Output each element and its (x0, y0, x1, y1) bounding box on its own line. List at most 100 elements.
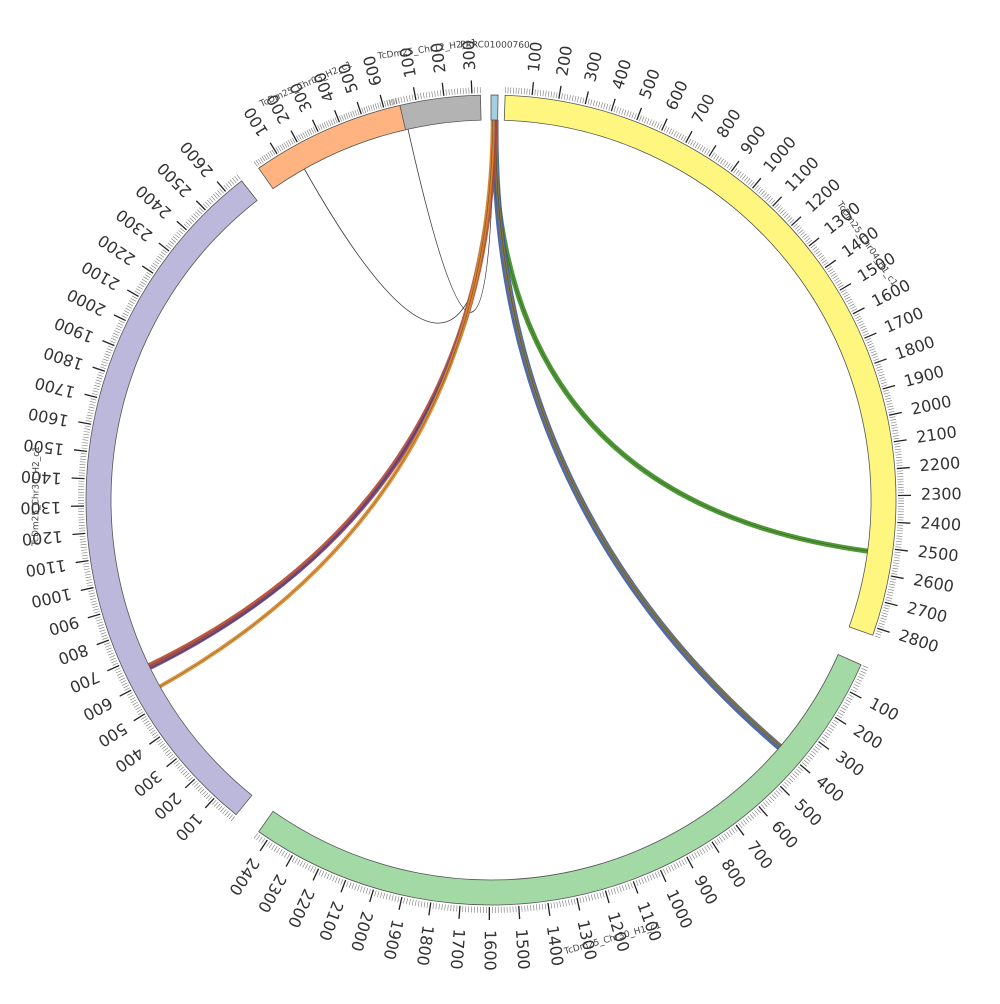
minor-tick (432, 91, 433, 97)
minor-tick (97, 377, 103, 379)
minor-tick (436, 903, 437, 909)
minor-tick (341, 879, 343, 885)
minor-tick (888, 409, 894, 410)
minor-tick (894, 560, 900, 561)
minor-tick (373, 104, 375, 110)
tick-label-chr30h2: 300 (130, 767, 166, 801)
minor-tick (583, 897, 584, 903)
minor-tick (540, 90, 541, 96)
minor-tick (642, 878, 644, 884)
minor-tick (346, 881, 348, 887)
minor-tick (424, 902, 425, 908)
minor-tick (567, 94, 568, 100)
minor-tick (280, 145, 283, 150)
minor-tick (694, 853, 697, 858)
minor-tick (757, 808, 761, 813)
minor-tick (872, 354, 878, 356)
minor-tick (810, 753, 815, 757)
minor-tick (290, 139, 293, 144)
minor-tick (802, 762, 807, 766)
minor-tick (806, 238, 811, 242)
tick-label-chr30h1: 1800 (413, 924, 438, 967)
minor-tick (885, 398, 891, 399)
minor-tick (600, 892, 602, 898)
minor-tick (729, 830, 733, 835)
minor-tick (87, 582, 93, 583)
minor-tick (692, 854, 695, 859)
minor-tick (799, 230, 804, 234)
minor-tick (259, 837, 262, 842)
minor-tick (671, 865, 674, 870)
minor-tick (180, 228, 185, 232)
minor-tick (847, 299, 852, 302)
minor-tick (807, 240, 812, 244)
minor-tick (893, 433, 899, 434)
minor-tick (272, 845, 275, 850)
minor-tick (644, 117, 646, 123)
minor-tick (147, 272, 152, 275)
minor-tick (776, 206, 780, 210)
minor-tick (89, 404, 95, 405)
minor-tick (91, 601, 97, 602)
minor-tick (886, 600, 892, 601)
minor-tick (324, 122, 326, 127)
minor-tick (300, 861, 303, 866)
minor-tick (825, 732, 830, 735)
minor-tick (896, 536, 902, 537)
minor-tick (230, 180, 234, 185)
minor-tick (110, 341, 116, 343)
minor-tick (86, 580, 92, 581)
minor-tick (117, 325, 122, 328)
minor-tick (727, 832, 730, 837)
minor-tick (562, 93, 563, 99)
minor-tick (141, 716, 146, 719)
minor-tick (876, 633, 882, 635)
minor-tick (96, 380, 102, 382)
major-tick (127, 290, 138, 297)
minor-tick (533, 905, 534, 911)
minor-tick (406, 96, 407, 102)
minor-tick (421, 901, 422, 907)
minor-tick (622, 885, 624, 891)
minor-tick (536, 904, 537, 910)
minor-tick (135, 291, 140, 294)
minor-tick (860, 326, 865, 329)
minor-tick (92, 604, 98, 606)
major-tick (357, 102, 361, 114)
minor-tick (897, 465, 903, 466)
minor-tick (554, 92, 555, 98)
tick-label-chr04: 2700 (905, 598, 949, 627)
minor-tick (282, 144, 285, 149)
major-tick (399, 897, 402, 910)
minor-tick (217, 191, 221, 195)
minor-tick (855, 316, 860, 319)
tick-label-chr30h1: 1700 (447, 928, 469, 970)
tick-label-chr30h2: 1900 (51, 314, 96, 347)
minor-tick (867, 341, 873, 343)
minor-tick (208, 796, 212, 800)
tick-label-chr04: 400 (608, 57, 635, 92)
minor-tick (295, 858, 298, 863)
minor-tick (220, 807, 224, 812)
minor-tick (560, 901, 561, 907)
minor-tick (457, 906, 458, 912)
minor-tick (94, 385, 100, 387)
tick-label-chr30h2: 200 (150, 789, 185, 824)
major-tick (773, 197, 782, 206)
minor-tick (206, 795, 210, 799)
minor-tick (862, 668, 867, 670)
minor-tick (896, 460, 902, 461)
major-tick (81, 588, 94, 591)
minor-tick (882, 385, 888, 387)
minor-tick (746, 178, 750, 183)
tick-label-chr30h1: 400 (812, 772, 848, 806)
minor-tick (870, 348, 876, 350)
minor-tick (717, 839, 720, 844)
minor-tick (893, 438, 899, 439)
minor-tick (254, 162, 257, 167)
minor-tick (883, 390, 889, 392)
minor-tick (881, 618, 887, 620)
minor-tick (729, 165, 733, 170)
minor-tick (588, 99, 589, 105)
minor-tick (80, 544, 86, 545)
